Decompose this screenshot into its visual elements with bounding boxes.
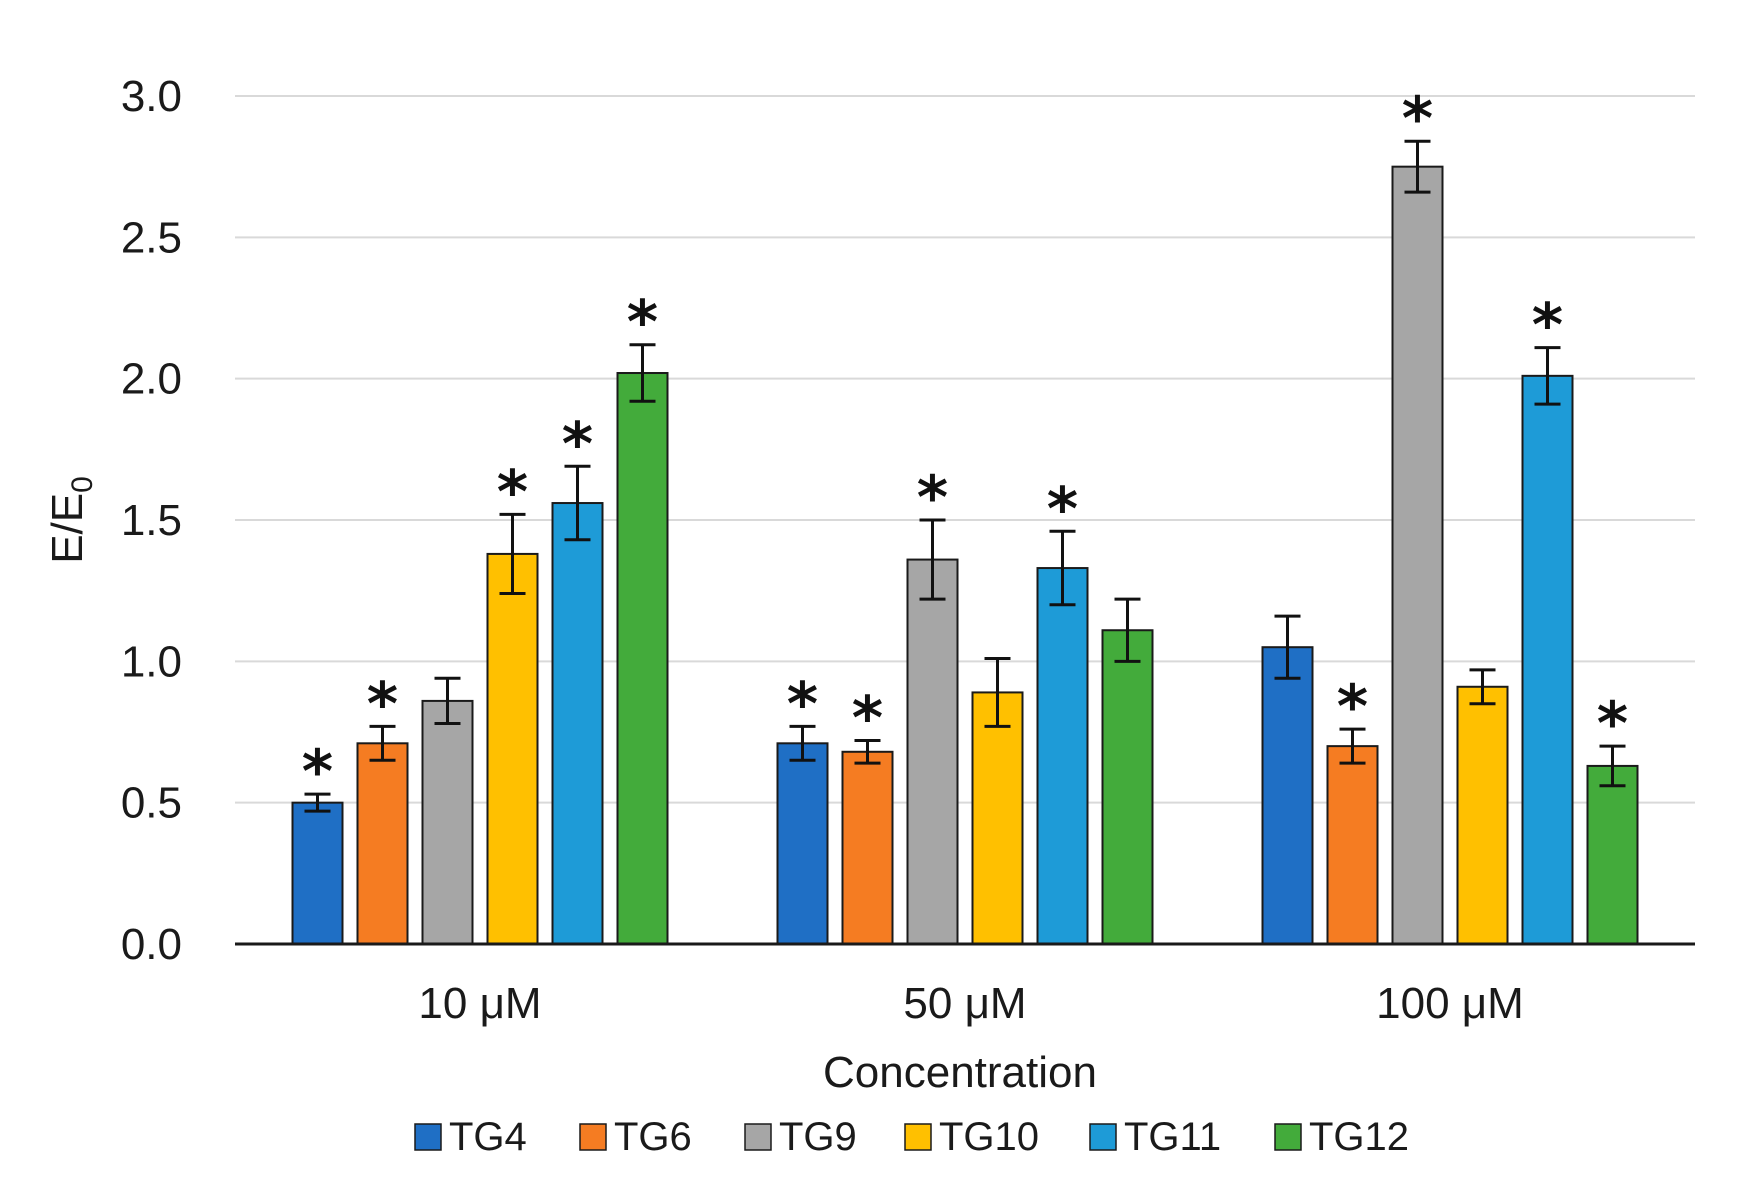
- bar-tg10-0: [486, 552, 539, 945]
- legend-label: TG4: [449, 1115, 527, 1159]
- error-bar-tg9-0: [434, 676, 461, 726]
- y-tick-label: 0.5: [121, 779, 182, 828]
- legend-item-tg4: TG4: [414, 1115, 527, 1159]
- legend-item-tg12: TG12: [1274, 1115, 1409, 1159]
- legend-item-tg11: TG11: [1089, 1115, 1221, 1159]
- significance-star: *: [1402, 84, 1433, 154]
- error-bar-tg9-1: [919, 518, 946, 601]
- significance-star: *: [627, 288, 658, 358]
- significance-star: *: [562, 409, 593, 479]
- x-tick-label: 100 μM: [1376, 979, 1524, 1028]
- y-axis-ticks: 0.0 0.5 1.0 1.5 2.0 2.5 3.0: [121, 72, 182, 969]
- bar-tg10-2: [1456, 685, 1509, 945]
- bar-tg12-1: [1101, 629, 1154, 945]
- error-bar-tg10-0: [499, 512, 526, 595]
- bar-tg11-1: [1036, 567, 1089, 945]
- grid-lines: [235, 95, 1695, 804]
- error-bar-tg4-1: [789, 724, 816, 762]
- error-bar-tg4-2: [1274, 614, 1301, 680]
- legend-label: TG12: [1309, 1115, 1409, 1159]
- y-axis-title-main: E/E: [43, 493, 92, 564]
- y-tick-label: 0.0: [121, 920, 182, 969]
- legend-swatch: [744, 1123, 772, 1151]
- legend-label: TG9: [779, 1115, 857, 1159]
- x-axis-title: Concentration: [823, 1048, 1097, 1097]
- x-axis-ticks: 10 μM 50 μM 100 μM: [418, 979, 1523, 1028]
- y-axis-title: E/E0: [43, 476, 99, 564]
- legend-item-tg9: TG9: [744, 1115, 857, 1159]
- significance-star: *: [1047, 474, 1078, 544]
- error-bar-tg6-2: [1339, 727, 1366, 765]
- legend-item-tg6: TG6: [579, 1115, 692, 1159]
- legend: TG4 TG6 TG9 TG10 TG11 TG12: [414, 1115, 1409, 1159]
- significance-star: *: [852, 683, 883, 753]
- bar-tg9-0: [421, 699, 474, 946]
- error-bar-tg10-2: [1469, 668, 1496, 706]
- legend-swatch: [1274, 1123, 1302, 1151]
- significance-star: *: [302, 737, 333, 807]
- significance-star: *: [1337, 672, 1368, 742]
- error-bar-tg4-0: [304, 792, 331, 813]
- significance-star: *: [497, 457, 528, 527]
- x-tick-label: 50 μM: [903, 979, 1026, 1028]
- bar-tg10-1: [971, 691, 1024, 946]
- bar-tg11-0: [551, 502, 604, 945]
- bar-tg6-1: [841, 750, 894, 946]
- significance-star: *: [787, 669, 818, 739]
- significance-markers: * * * * * * * * * * * * *: [302, 84, 1628, 807]
- error-bar-tg11-0: [564, 464, 591, 542]
- y-tick-label: 1.5: [121, 496, 182, 545]
- legend-swatch: [414, 1123, 442, 1151]
- bar-tg9-1: [906, 558, 959, 945]
- bar-tg4-0: [291, 801, 344, 946]
- error-bar-tg12-0: [629, 343, 656, 403]
- y-tick-label: 2.5: [121, 213, 182, 262]
- error-bar-tg11-1: [1049, 529, 1076, 607]
- bar-tg4-1: [776, 742, 829, 945]
- bar-tg4-2: [1261, 646, 1314, 945]
- legend-label: TG11: [1124, 1115, 1221, 1159]
- significance-star: *: [367, 669, 398, 739]
- error-bar-tg10-1: [984, 657, 1011, 728]
- svg-text:E/E0: E/E0: [43, 476, 99, 564]
- y-tick-label: 3.0: [121, 72, 182, 121]
- legend-swatch: [904, 1123, 932, 1151]
- error-bar-tg11-2: [1534, 346, 1561, 406]
- bar-tg12-0: [616, 372, 669, 946]
- significance-star: *: [917, 463, 948, 533]
- legend-label: TG6: [614, 1115, 692, 1159]
- legend-label: TG10: [939, 1115, 1039, 1159]
- legend-item-tg10: TG10: [904, 1115, 1039, 1159]
- bar-tg11-2: [1521, 374, 1574, 945]
- legend-swatch: [579, 1123, 607, 1151]
- error-bar-tg9-2: [1404, 139, 1431, 194]
- error-bar-tg12-2: [1599, 744, 1626, 788]
- significance-star: *: [1597, 689, 1628, 759]
- bar-tg6-0: [356, 742, 409, 945]
- bar-tg6-2: [1326, 745, 1379, 946]
- significance-star: *: [1532, 291, 1563, 361]
- error-bar-tg6-1: [854, 738, 881, 765]
- error-bars: [304, 139, 1626, 813]
- y-tick-label: 2.0: [121, 355, 182, 404]
- y-axis-title-subscript: 0: [66, 476, 99, 493]
- legend-swatch: [1089, 1123, 1117, 1151]
- error-bar-tg6-0: [369, 724, 396, 762]
- x-tick-label: 10 μM: [418, 979, 541, 1028]
- bars: [291, 165, 1639, 946]
- bar-tg12-2: [1586, 764, 1639, 945]
- error-bar-tg12-1: [1114, 597, 1141, 663]
- y-tick-label: 1.0: [121, 637, 182, 686]
- bar-tg9-2: [1391, 165, 1444, 945]
